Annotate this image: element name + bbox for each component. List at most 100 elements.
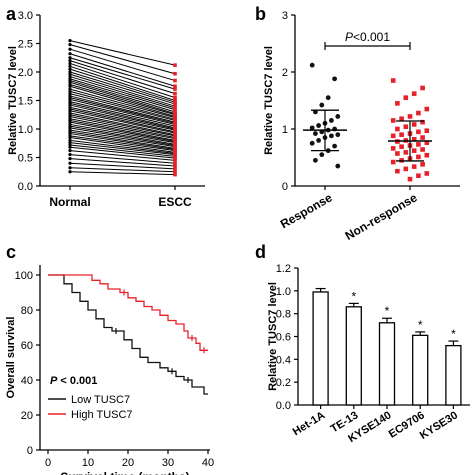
response-point xyxy=(335,132,341,138)
x-tick-label: 0 xyxy=(45,457,51,469)
pair-line xyxy=(69,139,176,155)
panel-a-chart: 0.0 0.5 1.0 1.5 2.0 2.5 3.0 Normal ESCC Relative … xyxy=(7,10,205,209)
x-tick-label: KYSE30 xyxy=(418,409,460,442)
x-tick-label: 30 xyxy=(162,457,174,469)
response-point xyxy=(313,131,318,136)
non-response-point xyxy=(424,128,430,134)
pair-line xyxy=(69,60,176,95)
normal-point xyxy=(68,59,72,63)
escc-point xyxy=(173,71,177,76)
x-tick-label: 20 xyxy=(122,457,134,469)
non-response-point xyxy=(395,168,400,174)
response-point xyxy=(319,152,325,158)
pair-line xyxy=(69,119,176,141)
normal-point xyxy=(68,149,72,153)
panel-c-chart: 0 20 40 60 80 100 0 10 20 30 40 Survival time (mont… xyxy=(5,265,214,475)
y-tick-label: 0.6 xyxy=(276,332,291,344)
normal-point xyxy=(68,120,72,124)
response-point xyxy=(329,133,334,139)
non-response-point xyxy=(399,132,404,137)
panel-letter-d: d xyxy=(255,242,266,262)
pair-line xyxy=(69,162,176,170)
pair-line xyxy=(69,93,176,121)
p-value: <0.001 xyxy=(353,30,390,44)
escc-point xyxy=(173,107,177,112)
y-tick-label: 1.2 xyxy=(276,263,291,275)
response-point xyxy=(313,157,318,163)
y-tick-label: 0.2 xyxy=(276,377,291,389)
bar xyxy=(412,334,429,406)
normal-point xyxy=(68,170,72,174)
y-tick-label: 60 xyxy=(21,340,33,352)
pair-line xyxy=(69,150,176,161)
y-axis-label: Relative TUSC7 level xyxy=(267,282,279,391)
y-tick-label: 1.0 xyxy=(276,286,291,298)
normal-point xyxy=(68,72,72,76)
normal-point xyxy=(68,89,72,93)
non-response-point xyxy=(424,171,430,176)
p-label: P xyxy=(50,375,58,387)
non-response-point xyxy=(390,78,396,83)
pair-line xyxy=(69,125,176,145)
normal-point xyxy=(68,103,72,107)
legend-label: High TUSC7 xyxy=(71,409,133,421)
response-point xyxy=(319,102,325,108)
x-tick-label: 10 xyxy=(82,457,94,469)
pair-line xyxy=(69,76,176,109)
non-response-point xyxy=(403,124,409,130)
pair-line xyxy=(69,167,176,173)
normal-point xyxy=(68,97,72,101)
response-point xyxy=(332,76,337,82)
response-point xyxy=(309,62,315,68)
normal-point xyxy=(68,52,72,56)
p-value: < 0.001 xyxy=(57,375,97,387)
y-tick-label: 40 xyxy=(21,375,33,387)
normal-point xyxy=(68,114,72,119)
normal-point xyxy=(68,161,72,165)
y-tick-label: 80 xyxy=(21,305,33,317)
pair-line xyxy=(69,106,176,131)
x-tick-label: ESCC xyxy=(158,195,192,209)
escc-point xyxy=(173,172,177,177)
low-tusc7-curve xyxy=(48,274,208,395)
p-value-annotation: P<0.001 xyxy=(345,30,390,44)
normal-point xyxy=(68,153,72,157)
non-response-point xyxy=(420,119,425,125)
y-tick-label: 1.0 xyxy=(18,124,33,136)
pair-line xyxy=(69,144,176,157)
y-tick-label: 20 xyxy=(21,410,33,422)
pair-line xyxy=(69,90,176,120)
non-response-point xyxy=(395,101,400,106)
pair-line xyxy=(69,68,176,103)
pair-line xyxy=(69,112,176,136)
significance-star: * xyxy=(451,327,456,341)
non-response-point xyxy=(411,148,417,153)
normal-point xyxy=(68,145,72,149)
pair-line xyxy=(69,81,176,115)
panel-d-chart: 0.0 0.2 0.4 0.6 0.8 1.0 1.2 Relative TUSC7 leve… xyxy=(267,263,470,445)
bar xyxy=(345,306,362,406)
escc-point xyxy=(173,63,177,67)
pair-line xyxy=(69,71,176,105)
normal-point xyxy=(68,138,72,142)
non-response-point xyxy=(390,118,396,123)
pair-line xyxy=(69,44,176,75)
response-point xyxy=(332,143,337,149)
response-point xyxy=(329,118,334,123)
non-response-point xyxy=(416,129,421,135)
non-response-point xyxy=(420,85,425,91)
normal-point xyxy=(68,74,72,79)
response-point xyxy=(309,125,315,131)
p-value-annotation: P < 0.001 xyxy=(50,375,97,387)
y-tick-label: 0 xyxy=(27,445,33,457)
pair-line xyxy=(69,48,176,82)
escc-point xyxy=(173,78,177,83)
pair-line xyxy=(69,142,176,156)
normal-point xyxy=(68,39,72,43)
pair-line xyxy=(69,97,176,124)
response-point xyxy=(316,123,321,128)
normal-point xyxy=(68,92,72,96)
pair-line xyxy=(69,73,176,107)
pair-line xyxy=(69,78,176,111)
